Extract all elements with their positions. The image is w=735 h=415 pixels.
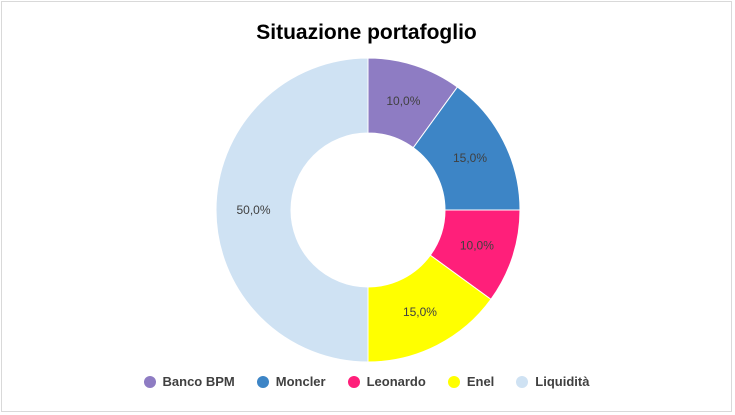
chart-title: Situazione portafoglio xyxy=(256,21,477,44)
slice-label-banco-bpm: 10,0% xyxy=(386,94,420,108)
chart-legend: Banco BPM Moncler Leonardo Enel Liquidit… xyxy=(2,374,731,389)
legend-marker-leonardo xyxy=(347,375,360,388)
legend-item-enel: Enel xyxy=(447,374,495,389)
legend-label-banco-bpm: Banco BPM xyxy=(162,374,235,389)
slice-label-liquidita: 50,0% xyxy=(236,203,270,217)
slice-liquidita xyxy=(215,57,369,363)
legend-marker-moncler xyxy=(256,375,269,388)
slice-label-enel: 15,0% xyxy=(403,305,437,319)
donut-slices xyxy=(215,57,521,363)
legend-label-liquidita: Liquidità xyxy=(535,374,590,389)
legend-marker-banco-bpm xyxy=(143,375,156,388)
legend-label-leonardo: Leonardo xyxy=(366,374,426,389)
donut-labels: 10,0% 15,0% 10,0% 15,0% 50,0% xyxy=(236,94,494,319)
legend-item-leonardo: Leonardo xyxy=(347,374,426,389)
legend-item-liquidita: Liquidità xyxy=(516,374,589,389)
legend-marker-enel xyxy=(447,375,460,388)
legend-item-moncler: Moncler xyxy=(256,374,326,389)
legend-marker-liquidita xyxy=(516,375,529,388)
slice-label-moncler: 15,0% xyxy=(453,151,487,165)
legend-label-moncler: Moncler xyxy=(275,374,326,389)
legend-label-enel: Enel xyxy=(466,374,495,389)
slice-label-leonardo: 10,0% xyxy=(460,238,494,252)
legend-item-banco-bpm: Banco BPM xyxy=(143,374,235,389)
